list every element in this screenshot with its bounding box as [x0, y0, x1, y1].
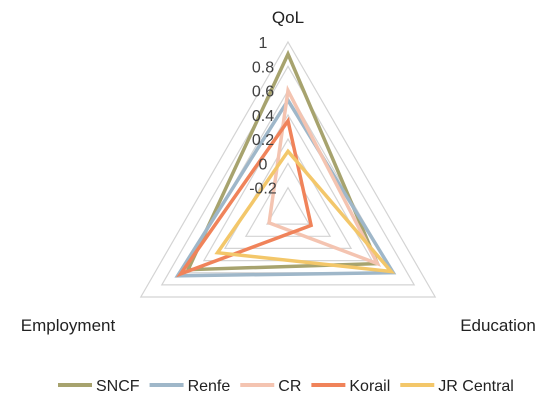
axis-label-education: Education: [460, 316, 536, 335]
tick-label: 0.6: [252, 84, 274, 101]
legend-item-cr: CR: [240, 378, 301, 395]
legend-item-korail: Korail: [311, 378, 390, 395]
grid-ring: [265, 186, 311, 225]
series-line-renfe: [174, 96, 397, 278]
legend-item-sncf: SNCF: [58, 378, 140, 395]
legend-label: CR: [278, 378, 301, 395]
tick-label: 0.8: [252, 59, 274, 76]
tick-label: -0.2: [249, 181, 277, 198]
legend-item-jr-central: JR Central: [400, 378, 514, 395]
series-line-cr: [267, 84, 382, 267]
legend-item-renfe: Renfe: [149, 378, 231, 395]
axis-label-qol: QoL: [272, 8, 304, 27]
series-line-jr-central: [214, 148, 396, 274]
legend-label: JR Central: [438, 378, 514, 395]
legend-label: Renfe: [188, 378, 231, 395]
grid-ring: [139, 40, 437, 298]
axis-label-employment: Employment: [21, 316, 116, 335]
tick-label: 0: [259, 156, 268, 173]
tick-label: 0.2: [252, 132, 274, 149]
legend-label: Korail: [349, 378, 390, 395]
grid-ring: [244, 162, 332, 237]
series-line-korail: [176, 116, 314, 278]
grid-ring: [160, 65, 416, 286]
legend-label: SNCF: [96, 378, 140, 395]
series-line-sncf: [185, 49, 381, 272]
tick-label: 1: [259, 35, 268, 52]
series-group: [174, 49, 397, 278]
tick-label: 0.4: [252, 108, 274, 125]
tick-labels: 1 0.8 0.6 0.4 0.2 0 -0.2: [249, 35, 277, 198]
legend: SNCF Renfe CR Korail JR Central: [58, 378, 514, 395]
